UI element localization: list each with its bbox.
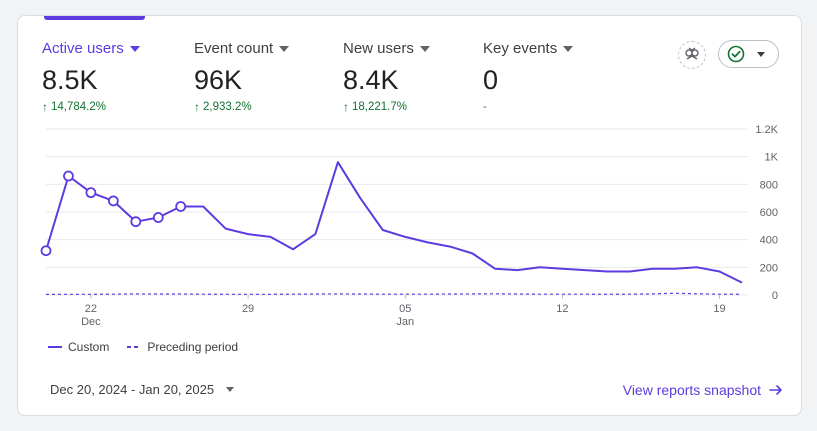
x-tick-sublabel: Dec	[81, 316, 101, 328]
metric-change: ↑ 2,933.2%	[194, 99, 334, 115]
metric-key-events[interactable]: Key events 0 -	[483, 38, 623, 115]
metric-label[interactable]: Active users	[42, 38, 182, 58]
snapshot-link-text: View reports snapshot	[622, 382, 761, 398]
series-line-preceding	[45, 292, 743, 295]
metric-label-text: Event count	[194, 39, 274, 57]
data-point	[130, 216, 142, 228]
metric-value: 96K	[194, 65, 243, 95]
arrow-up-icon: ↑	[42, 100, 48, 114]
metric-change-text: 2,933.2%	[203, 101, 252, 113]
arrow-right-icon	[769, 385, 782, 395]
date-range-selector[interactable]: Dec 20, 2024 - Jan 20, 2025	[50, 382, 235, 397]
y-tick-label: 200	[760, 262, 778, 274]
y-tick-label: 800	[760, 179, 778, 191]
chevron-down-icon	[563, 46, 574, 52]
y-tick-label: 0	[772, 290, 778, 302]
metric-label[interactable]: New users	[343, 38, 483, 58]
x-tick-label: 12	[556, 303, 568, 315]
chart-legend: Custom Preceding period	[48, 340, 238, 354]
y-tick-label: 600	[760, 207, 778, 219]
chevron-down-icon	[226, 387, 235, 392]
metric-active-users[interactable]: Active users 8.5K ↑ 14,784.2%	[42, 38, 182, 115]
x-tick-sublabel: Jan	[396, 316, 414, 328]
status-dropdown[interactable]	[718, 40, 779, 68]
chevron-down-icon	[279, 46, 290, 52]
overview-card: Active users 8.5K ↑ 14,784.2% Event coun…	[17, 15, 802, 416]
chevron-down-icon	[419, 46, 430, 52]
legend-item-custom: Custom	[48, 340, 109, 354]
legend-label: Preceding period	[147, 340, 239, 354]
metric-change: -	[483, 99, 623, 115]
legend-swatch-solid	[48, 346, 62, 348]
metric-label[interactable]: Event count	[194, 38, 334, 58]
data-point	[175, 201, 187, 212]
metric-value: 8.4K	[343, 65, 399, 95]
metric-change: ↑ 14,784.2%	[42, 99, 182, 115]
insights-button[interactable]	[678, 41, 706, 69]
metric-value: 0	[483, 65, 499, 95]
metric-label-text: Active users	[42, 39, 124, 57]
legend-item-preceding: Preceding period	[127, 340, 238, 354]
metric-change-text: 14,784.2%	[51, 101, 106, 113]
metric-change-text: -	[483, 101, 487, 113]
data-point	[63, 170, 74, 182]
view-reports-snapshot-link[interactable]: View reports snapshot	[623, 382, 783, 398]
y-tick-label: 1.2K	[755, 124, 778, 136]
metric-label[interactable]: Key events	[483, 38, 623, 58]
x-tick-label: 29	[242, 303, 254, 315]
legend-label: Custom	[68, 340, 110, 354]
x-tick-label: 19	[713, 303, 725, 315]
metric-value: 8.5K	[42, 65, 98, 95]
metric-change: ↑ 18,221.7%	[343, 99, 483, 115]
series-line-custom	[45, 161, 743, 284]
y-tick-label: 1K	[765, 152, 779, 164]
x-tick-label: 22	[85, 303, 97, 315]
data-point	[107, 195, 119, 207]
chevron-down-icon	[129, 46, 140, 52]
date-range-text: Dec 20, 2024 - Jan 20, 2025	[50, 382, 215, 397]
metric-label-text: Key events	[483, 39, 558, 57]
arrow-up-icon: ↑	[343, 100, 349, 114]
chevron-down-icon	[757, 51, 765, 57]
metric-change-text: 18,221.7%	[352, 101, 407, 113]
data-point	[85, 187, 97, 199]
check-circle-icon	[727, 45, 745, 63]
data-point	[40, 245, 52, 257]
x-tick-label: 05	[399, 303, 411, 315]
metric-event-count[interactable]: Event count 96K ↑ 2,933.2%	[194, 38, 334, 115]
legend-swatch-dashed	[127, 346, 142, 348]
metric-new-users[interactable]: New users 8.4K ↑ 18,221.7%	[343, 38, 483, 115]
insights-icon	[685, 47, 699, 60]
y-tick-label: 400	[760, 235, 778, 247]
data-point	[152, 212, 164, 223]
metric-label-text: New users	[343, 39, 414, 57]
card-accent-bar	[44, 16, 145, 20]
arrow-up-icon: ↑	[194, 100, 200, 114]
